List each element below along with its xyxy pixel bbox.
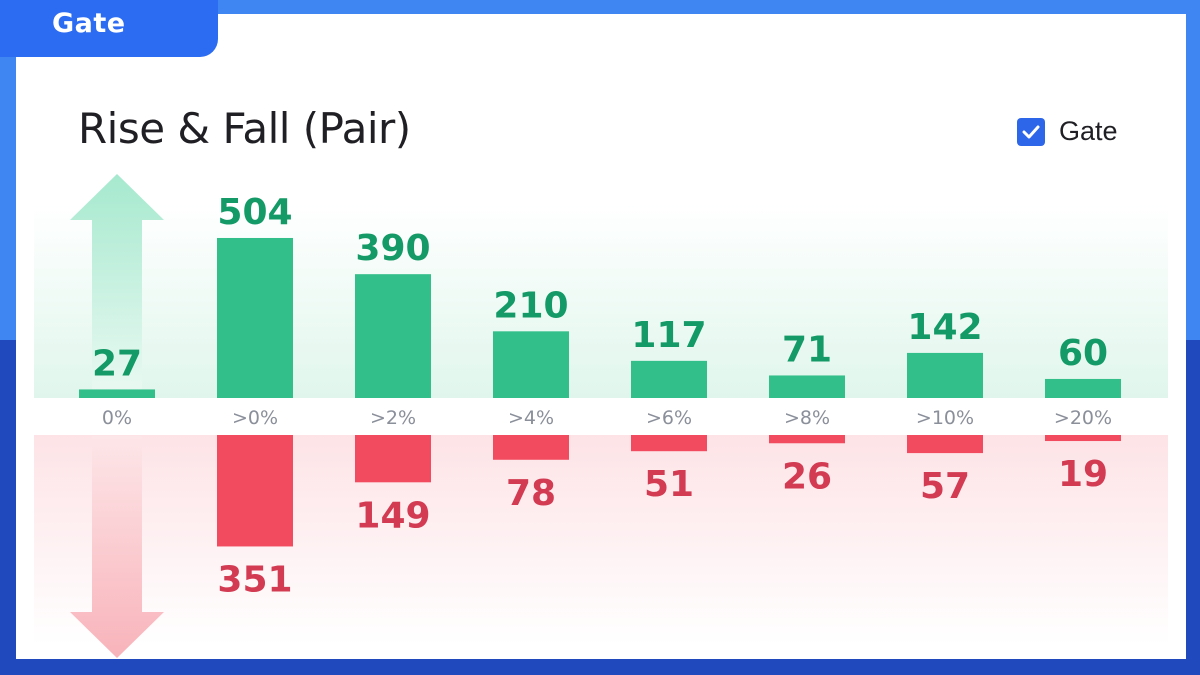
- rise-bar: [79, 389, 155, 398]
- fall-zone: [34, 435, 1168, 645]
- fall-bar: [907, 435, 983, 454]
- rise-value-label: 27: [92, 343, 142, 384]
- fall-bar: [769, 435, 845, 444]
- fall-value-label: 78: [506, 473, 556, 514]
- rise-value-label: 210: [493, 285, 568, 326]
- rise-zone: [34, 204, 1168, 398]
- category-label: >20%: [1054, 407, 1112, 429]
- fall-bar: [217, 435, 293, 547]
- checkbox-icon[interactable]: [1017, 117, 1045, 146]
- category-label: >4%: [508, 407, 554, 429]
- rise-bar: [631, 360, 707, 398]
- category-label: >8%: [784, 407, 830, 429]
- rise-value-label: 390: [355, 228, 430, 269]
- fall-bar: [355, 435, 431, 483]
- category-label: >2%: [370, 407, 416, 429]
- rise-bar: [355, 274, 431, 398]
- fall-value-label: 149: [355, 495, 430, 536]
- fall-value-label: 57: [920, 466, 970, 507]
- fall-arrow-icon: [70, 436, 164, 658]
- fall-bar: [1045, 435, 1121, 442]
- rise-value-label: 142: [907, 307, 982, 348]
- rise-value-label: 71: [782, 329, 832, 370]
- rise-fall-chart: 27 0% 504 >0% 351 390 >2% 149 210 >4% 78 117 >6% 51 71…: [34, 174, 1168, 658]
- fall-bar: [631, 435, 707, 452]
- fall-value-label: 26: [782, 456, 832, 497]
- legend[interactable]: Gate: [1017, 116, 1118, 147]
- rise-bar: [217, 237, 293, 398]
- fall-bar: [493, 435, 569, 460]
- rise-arrow-icon: [70, 174, 164, 396]
- legend-label: Gate: [1059, 116, 1118, 146]
- rise-bar: [907, 352, 983, 398]
- rise-value-label: 60: [1058, 333, 1108, 374]
- logo-tab: Gate: [0, 0, 218, 57]
- rise-bar: [1045, 378, 1121, 398]
- category-label: >0%: [232, 407, 278, 429]
- category-label: >10%: [916, 407, 974, 429]
- rise-bar: [769, 375, 845, 398]
- chart-title: Rise & Fall (Pair): [78, 104, 411, 153]
- category-label: 0%: [102, 407, 132, 429]
- rise-bar: [493, 331, 569, 398]
- fall-value-label: 51: [644, 464, 694, 505]
- chart-card: Rise & Fall (Pair) Gate: [16, 14, 1186, 659]
- rise-value-label: 504: [217, 192, 292, 233]
- fall-value-label: 19: [1058, 454, 1108, 495]
- rise-value-label: 117: [631, 315, 706, 356]
- gate-logo: Gate: [52, 8, 126, 39]
- fall-value-label: 351: [217, 559, 292, 600]
- category-label: >6%: [646, 407, 692, 429]
